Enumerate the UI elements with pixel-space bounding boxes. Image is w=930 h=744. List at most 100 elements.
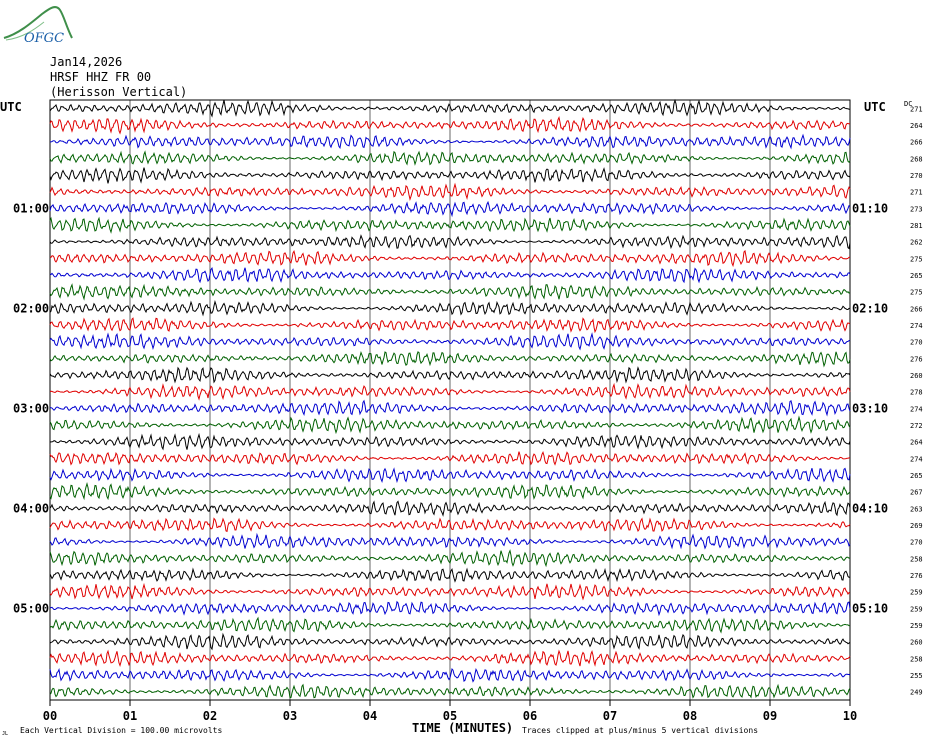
trace-line	[49, 299, 850, 317]
dc-value-label: 268	[910, 155, 923, 163]
dc-value-label: 270	[910, 172, 923, 180]
trace-line	[49, 482, 851, 501]
trace-line	[49, 133, 851, 150]
x-tick-label: 08	[683, 709, 697, 723]
dc-value-label: 265	[910, 272, 923, 280]
dc-value-label: 265	[910, 472, 923, 480]
right-time-labels: 01:10 02:10 03:10 04:10 05:10	[852, 201, 888, 615]
x-tick-label: 10	[843, 709, 857, 723]
dc-value-label: 275	[910, 255, 923, 263]
dc-value-label: 269	[910, 522, 923, 530]
dc-value-label: 259	[910, 622, 923, 630]
x-axis-title: TIME (MINUTES)	[412, 721, 513, 735]
left-time-label: 04:00	[13, 501, 49, 515]
dc-value-label: 271	[910, 105, 923, 113]
x-tick-label: 03	[283, 709, 297, 723]
trace-line	[49, 549, 851, 568]
trace-line	[49, 683, 851, 699]
x-tick-label: 02	[203, 709, 217, 723]
right-time-label: 02:10	[852, 301, 888, 315]
footer-scale-note: Each Vertical Division = 100.00 microvol…	[20, 726, 222, 735]
seismic-traces	[49, 98, 851, 699]
trace-line	[49, 450, 851, 466]
dc-value-label: 259	[910, 589, 923, 597]
x-axis-ticks: 00 01 02 03 04 05 06 07 08 09 10	[43, 700, 857, 723]
right-time-label: 03:10	[852, 401, 888, 415]
trace-line	[49, 167, 851, 184]
trace-line	[49, 517, 851, 533]
logo-swoosh-icon	[3, 6, 73, 39]
trace-line	[49, 182, 851, 202]
trace-line	[49, 332, 851, 351]
dc-value-label: 260	[910, 372, 923, 380]
right-time-label: 05:10	[852, 601, 888, 615]
trace-line	[49, 432, 851, 451]
dc-value-label: 258	[910, 555, 923, 563]
trace-line	[49, 532, 851, 550]
dc-value-label: 255	[910, 672, 923, 680]
left-time-label: 03:00	[13, 401, 49, 415]
x-tick-label: 01	[123, 709, 137, 723]
right-time-label: 01:10	[852, 201, 888, 215]
trace-line	[49, 351, 851, 368]
x-tick-label: 07	[603, 709, 617, 723]
trace-line	[49, 267, 851, 284]
trace-line	[49, 582, 851, 601]
trace-line	[49, 600, 851, 617]
dc-value-label: 272	[910, 422, 923, 430]
dc-value-label: 281	[910, 222, 923, 230]
dc-value-label: 264	[910, 439, 923, 447]
left-time-label: 01:00	[13, 201, 49, 215]
dc-label: DC	[904, 100, 912, 108]
dc-value-label: 274	[910, 455, 923, 463]
dc-value-labels: 271 264 266 268 270 271 273 281 262 275 265 275 266 2…	[910, 105, 923, 696]
dc-value-label: 273	[910, 205, 923, 213]
trace-line	[49, 98, 850, 118]
trace-line	[49, 649, 851, 667]
x-tick-label: 00	[43, 709, 57, 723]
dc-value-label: 258	[910, 655, 923, 663]
trace-line	[49, 366, 851, 384]
x-tick-label: 05	[443, 709, 457, 723]
logo-text: OFGC	[24, 31, 64, 46]
dc-value-label: 264	[910, 122, 923, 130]
trace-line	[49, 567, 851, 583]
dc-value-label: 266	[910, 139, 923, 147]
trace-line	[49, 667, 851, 683]
dc-value-label: 275	[910, 289, 923, 297]
dc-value-label: 276	[910, 355, 923, 363]
trace-line	[49, 200, 851, 218]
trace-line	[49, 382, 851, 401]
trace-line	[49, 234, 851, 250]
dc-value-label: 262	[910, 239, 923, 247]
left-utc-label: UTC	[0, 100, 22, 114]
logo: OFGC	[3, 6, 73, 46]
dc-value-label: 271	[910, 189, 923, 197]
header-location: (Herisson Vertical)	[50, 85, 187, 99]
x-tick-label: 04	[363, 709, 377, 723]
trace-line	[49, 632, 851, 651]
dc-value-label: 259	[910, 605, 923, 613]
trace-line	[49, 467, 851, 484]
trace-line	[49, 150, 851, 166]
dc-value-label: 267	[910, 489, 923, 497]
trace-line	[49, 317, 851, 334]
dc-value-label: 263	[910, 505, 923, 513]
header-station: HRSF HHZ FR 00	[50, 70, 151, 84]
dc-value-label: 249	[910, 689, 923, 697]
trace-line	[49, 115, 851, 135]
dc-value-label: 270	[910, 539, 923, 547]
trace-line	[49, 415, 851, 435]
dc-value-label: 270	[910, 339, 923, 347]
trace-line	[49, 399, 851, 417]
left-time-labels: 01:00 02:00 03:00 04:00 05:00	[13, 201, 49, 615]
right-time-label: 04:10	[852, 501, 888, 515]
dc-value-label: 274	[910, 405, 923, 413]
left-time-label: 02:00	[13, 301, 49, 315]
trace-line	[49, 216, 851, 234]
dc-value-label: 260	[910, 639, 923, 647]
trace-line	[49, 283, 851, 301]
footer-clip-note: Traces clipped at plus/minus 5 vertical …	[522, 726, 758, 735]
trace-line	[49, 249, 851, 268]
